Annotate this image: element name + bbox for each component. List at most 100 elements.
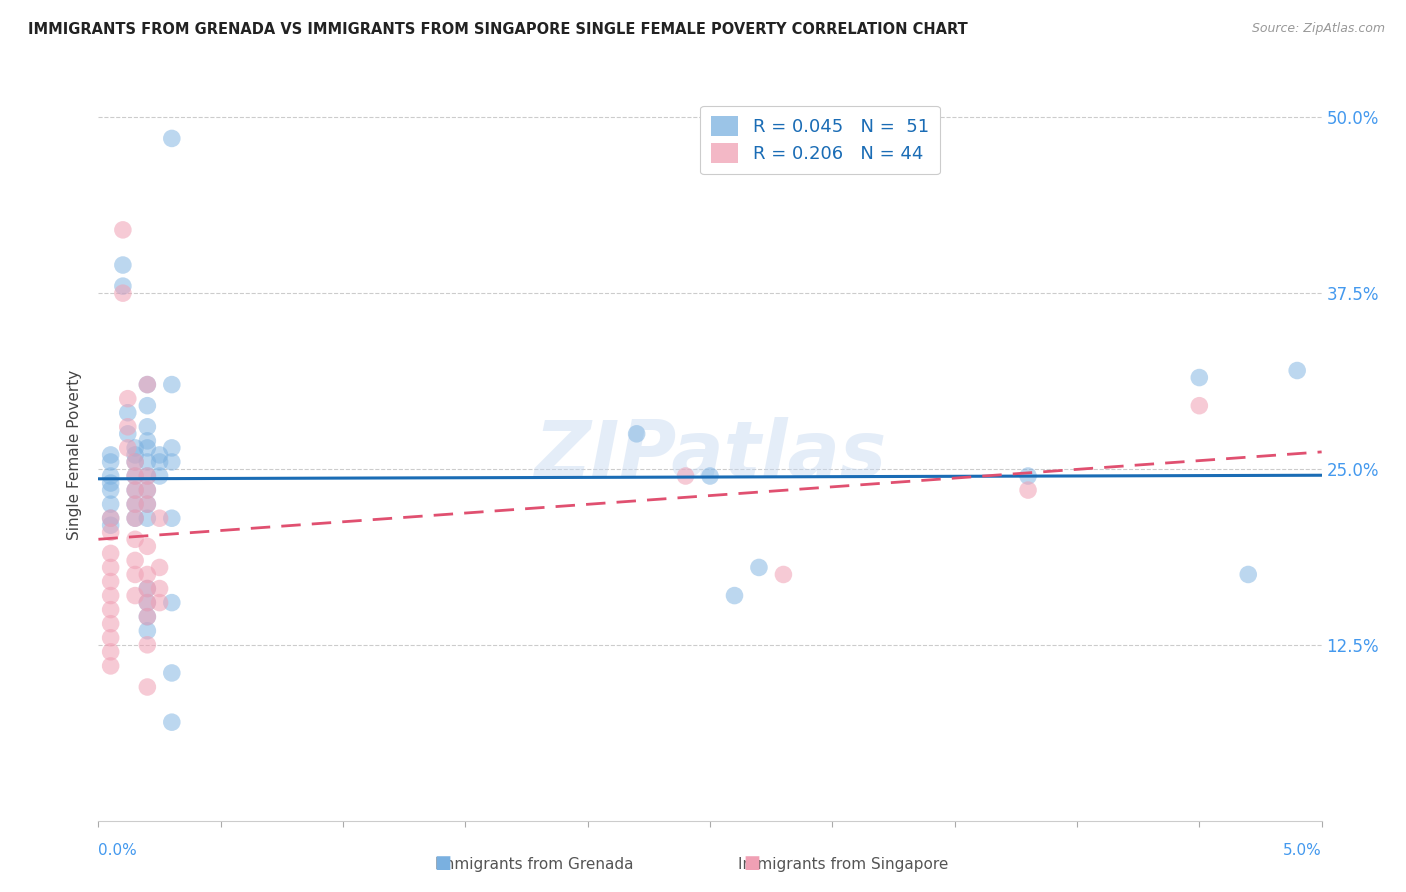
Point <box>136 469 159 483</box>
Point <box>124 511 146 525</box>
Point <box>124 553 146 567</box>
Point <box>136 469 159 483</box>
Point <box>100 497 122 511</box>
Text: 5.0%: 5.0% <box>1282 843 1322 858</box>
Point <box>100 616 122 631</box>
Point <box>117 406 139 420</box>
Point <box>100 448 122 462</box>
Point <box>124 567 146 582</box>
Point <box>160 596 183 610</box>
Point <box>136 434 159 448</box>
Point <box>124 483 146 497</box>
Point <box>136 567 159 582</box>
Point <box>160 377 183 392</box>
Point <box>160 455 183 469</box>
Point <box>1286 363 1309 377</box>
Point <box>124 469 146 483</box>
Point <box>111 223 134 237</box>
Point <box>100 511 122 525</box>
Point <box>136 582 159 596</box>
Point <box>675 469 697 483</box>
Point <box>100 511 122 525</box>
Point <box>100 476 122 491</box>
Point <box>111 286 134 301</box>
Point <box>100 574 122 589</box>
Point <box>124 455 146 469</box>
Point <box>136 596 159 610</box>
Point <box>124 511 146 525</box>
Point <box>1188 399 1211 413</box>
Text: Immigrants from Grenada: Immigrants from Grenada <box>434 857 634 872</box>
Y-axis label: Single Female Poverty: Single Female Poverty <box>67 370 83 540</box>
Point <box>136 377 159 392</box>
Point <box>136 680 159 694</box>
Point <box>136 377 159 392</box>
Point <box>136 483 159 497</box>
Point <box>100 525 122 540</box>
Point <box>136 539 159 553</box>
Point <box>124 589 146 603</box>
Point <box>136 596 159 610</box>
Text: ZIPatlas: ZIPatlas <box>534 417 886 493</box>
Point <box>723 589 745 603</box>
Point <box>149 455 172 469</box>
Point <box>149 596 172 610</box>
Point <box>136 609 159 624</box>
Point <box>100 546 122 560</box>
Point <box>100 589 122 603</box>
Point <box>160 665 183 680</box>
Point <box>124 441 146 455</box>
Point <box>149 582 172 596</box>
Point <box>136 455 159 469</box>
Point <box>149 448 172 462</box>
Text: Immigrants from Singapore: Immigrants from Singapore <box>738 857 949 872</box>
Point <box>149 560 172 574</box>
Point <box>100 483 122 497</box>
Point <box>111 279 134 293</box>
Point <box>117 426 139 441</box>
Point <box>124 483 146 497</box>
Point <box>136 399 159 413</box>
Text: ■: ■ <box>434 855 451 872</box>
Text: ■: ■ <box>744 855 761 872</box>
Point <box>100 518 122 533</box>
Point <box>136 483 159 497</box>
Point <box>136 497 159 511</box>
Point <box>124 533 146 547</box>
Point <box>124 455 146 469</box>
Point <box>100 469 122 483</box>
Point <box>136 638 159 652</box>
Point <box>124 497 146 511</box>
Point <box>100 631 122 645</box>
Point <box>100 659 122 673</box>
Point <box>160 715 183 730</box>
Point <box>136 511 159 525</box>
Text: IMMIGRANTS FROM GRENADA VS IMMIGRANTS FROM SINGAPORE SINGLE FEMALE POVERTY CORRE: IMMIGRANTS FROM GRENADA VS IMMIGRANTS FR… <box>28 22 967 37</box>
Point <box>136 441 159 455</box>
Point <box>149 511 172 525</box>
Point <box>748 560 770 574</box>
Legend: R = 0.045   N =  51, R = 0.206   N = 44: R = 0.045 N = 51, R = 0.206 N = 44 <box>700 105 939 174</box>
Point <box>100 455 122 469</box>
Point <box>136 609 159 624</box>
Point <box>117 419 139 434</box>
Point <box>160 131 183 145</box>
Text: 0.0%: 0.0% <box>98 843 138 858</box>
Point <box>117 441 139 455</box>
Point <box>772 567 794 582</box>
Point <box>124 497 146 511</box>
Point <box>100 560 122 574</box>
Point <box>100 645 122 659</box>
Point <box>1017 483 1039 497</box>
Point <box>124 448 146 462</box>
Point <box>160 441 183 455</box>
Point <box>1188 370 1211 384</box>
Point <box>100 602 122 616</box>
Point <box>124 469 146 483</box>
Point <box>136 419 159 434</box>
Point <box>1017 469 1039 483</box>
Point <box>111 258 134 272</box>
Point <box>136 624 159 638</box>
Text: Source: ZipAtlas.com: Source: ZipAtlas.com <box>1251 22 1385 36</box>
Point <box>160 511 183 525</box>
